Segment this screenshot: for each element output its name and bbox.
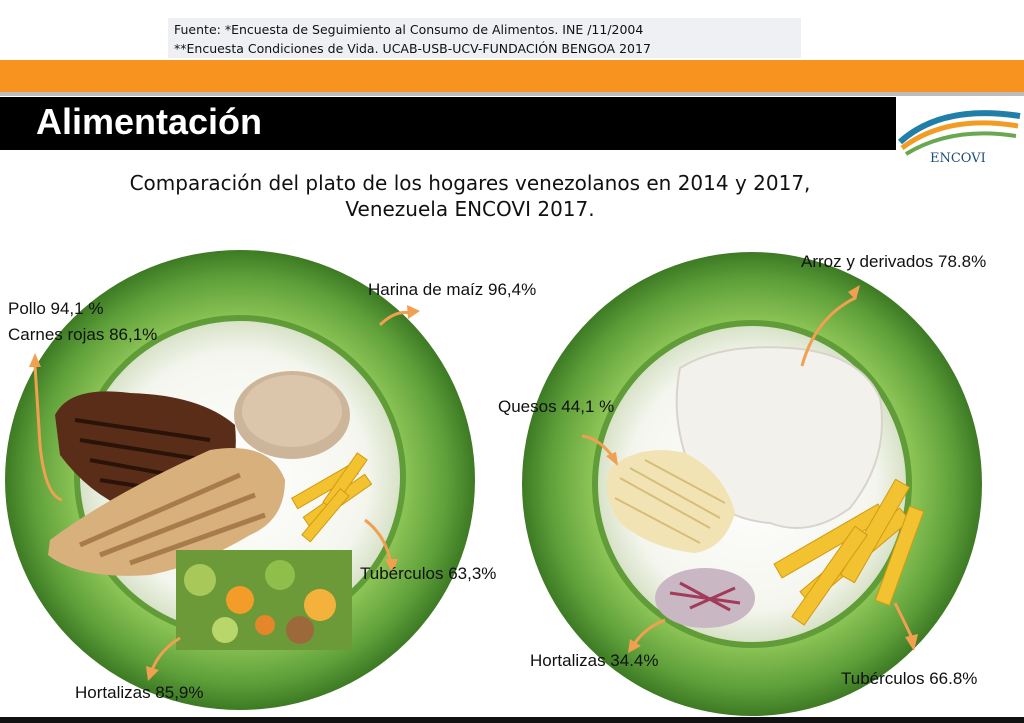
- label-arroz: Arroz y derivados 78.8%: [801, 252, 987, 271]
- page-title: Alimentación: [36, 101, 263, 142]
- label-hortalizas-2017: Hortalizas 34.4%: [530, 651, 659, 670]
- salad-image: [176, 550, 352, 650]
- plate-2014: [5, 250, 475, 710]
- label-harina-maiz: Harina de maíz 96,4%: [368, 280, 537, 299]
- label-quesos: Quesos 44,1 %: [498, 397, 615, 416]
- logo-text: ENCOVI: [930, 151, 986, 166]
- subtitle-line-2: Venezuela ENCOVI 2017.: [345, 197, 595, 221]
- source-line-1: Fuente: *Encuesta de Seguimiento al Cons…: [174, 22, 644, 37]
- label-tuberculos-2017: Tubérculos 66.8%: [841, 669, 978, 688]
- plate-2017: [522, 252, 982, 716]
- label-hortalizas-2014: Hortalizas 85,9%: [75, 683, 204, 702]
- label-pollo: Pollo 94,1 %: [8, 299, 104, 318]
- fries-image: [291, 452, 373, 543]
- cheese-image: [606, 450, 735, 553]
- divider: [0, 92, 1024, 96]
- fries-image-2017: [773, 478, 925, 626]
- label-carnes-rojas: Carnes rojas 86,1%: [8, 325, 158, 344]
- chart-subtitle: Comparación del plato de los hogares ven…: [0, 170, 940, 222]
- label-tuberculos-2014: Tubérculos 63,3%: [360, 564, 497, 583]
- subtitle-line-1: Comparación del plato de los hogares ven…: [129, 171, 811, 195]
- orange-band: [0, 60, 1024, 92]
- arrows-2014: [33, 311, 411, 671]
- bottom-border: [0, 717, 1024, 723]
- encovi-logo: ENCOVI: [897, 110, 1021, 166]
- source-note: Fuente: *Encuesta de Seguimiento al Cons…: [168, 18, 801, 58]
- title-bar: Alimentación: [0, 97, 896, 150]
- source-line-2: **Encuesta Condiciones de Vida. UCAB-USB…: [174, 41, 651, 56]
